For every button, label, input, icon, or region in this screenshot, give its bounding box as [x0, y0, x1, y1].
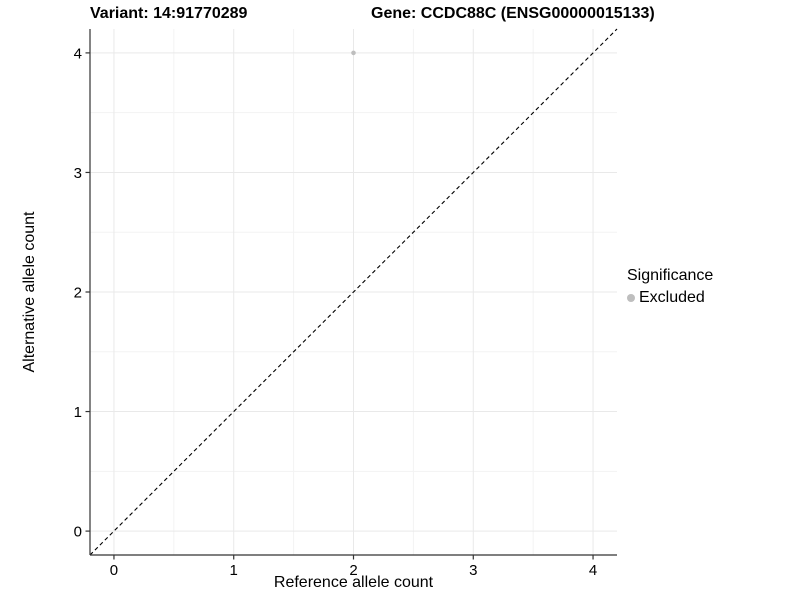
- x-tick-label: 0: [110, 562, 118, 579]
- y-tick-label: 4: [74, 45, 82, 62]
- legend-point-icon: [627, 294, 635, 302]
- plot-svg: 0 1 2 3 4 0 1 2 3 4: [74, 28, 618, 579]
- x-tick-label: 4: [589, 562, 597, 579]
- y-tick-label: 2: [74, 285, 82, 302]
- variant-title: Variant: 14:91770289: [90, 5, 248, 22]
- data-point: [351, 50, 356, 56]
- legend: Significance Excluded: [627, 267, 713, 307]
- gene-title: Gene: CCDC88C (ENSG00000015133): [371, 5, 655, 22]
- y-tick-label: 3: [74, 165, 82, 182]
- y-axis-label: Alternative allele count: [21, 211, 38, 373]
- legend-item-label: Excluded: [639, 289, 705, 306]
- legend-title: Significance: [627, 267, 714, 284]
- legend-item-excluded: Excluded: [627, 289, 713, 307]
- identity-reference-line: [89, 28, 618, 556]
- x-axis-label: Reference allele count: [273, 574, 434, 591]
- x-tick-label: 2: [349, 562, 357, 579]
- x-tick-label: 3: [469, 562, 477, 579]
- x-tick-label: 1: [230, 562, 238, 579]
- y-tick-label: 0: [74, 524, 82, 541]
- y-tick-label: 1: [74, 404, 82, 421]
